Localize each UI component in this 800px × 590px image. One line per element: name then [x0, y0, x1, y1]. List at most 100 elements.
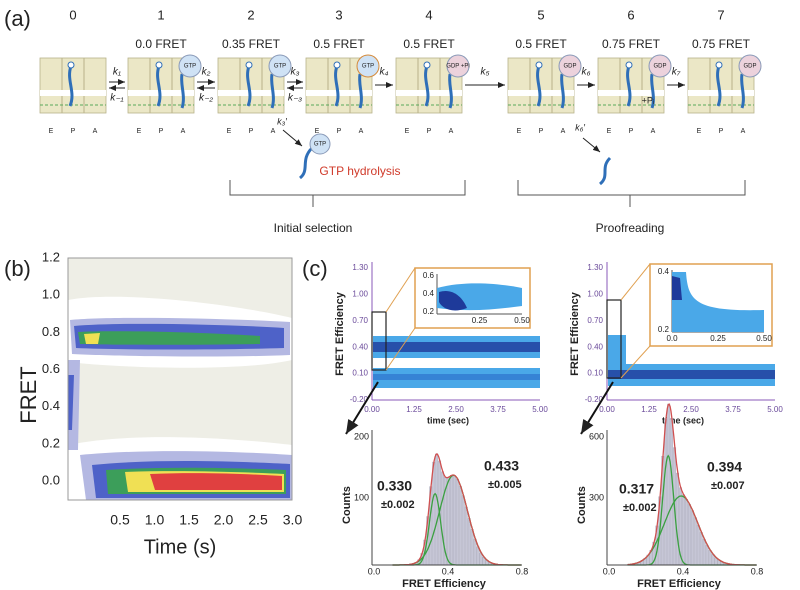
trna-end — [625, 61, 633, 69]
site-label: A — [561, 128, 566, 135]
x-tick-label: 3.0 — [283, 512, 303, 528]
inset-y-tick-label: 0.2 — [423, 307, 435, 316]
x-tick-label: 1.25 — [406, 405, 422, 414]
zoom-guide — [385, 327, 416, 371]
x-tick-label: 2.50 — [683, 405, 699, 414]
x-axis-label: FRET Efficiency — [402, 578, 487, 590]
p-site-trna — [626, 65, 632, 107]
trna-end — [715, 61, 723, 69]
y-axis-label: FRET Efficiency — [569, 291, 581, 376]
ef-tu — [648, 54, 672, 78]
site-label: A — [359, 128, 364, 135]
y-axis-label: Counts — [341, 486, 353, 524]
histogram-bar — [705, 544, 709, 566]
p-site-trna — [156, 65, 162, 107]
zoom-guide — [620, 263, 651, 301]
fret-label: 0.75 FRET — [692, 37, 751, 51]
inset-y-tick-label: 0.6 — [423, 271, 435, 280]
site-label: P — [427, 128, 432, 135]
x-tick-label: 3.75 — [725, 405, 741, 414]
y-tick-label: 0.40 — [352, 342, 368, 351]
panel-label: (b) — [4, 256, 31, 281]
y-tick-label: 200 — [354, 431, 369, 441]
release-note: +Pᵢ — [642, 95, 655, 105]
peak-error: ±0.002 — [623, 502, 657, 514]
y-tick-label: 100 — [354, 492, 369, 502]
a-site-trna — [358, 73, 363, 109]
y-axis-label: Counts — [576, 486, 588, 524]
y-tick-label: 0.70 — [352, 316, 368, 325]
p-site-trna — [246, 65, 252, 107]
trna-end — [333, 61, 341, 69]
histogram-bar — [464, 506, 468, 566]
zoom-guide — [620, 345, 651, 379]
tag-label: GDP — [743, 64, 756, 70]
trace-band — [373, 374, 540, 380]
histogram-bar — [702, 538, 706, 566]
peak-value: 0.433 — [484, 458, 519, 474]
density-level-5 — [150, 473, 282, 490]
phase-label: Proofreading — [596, 221, 665, 235]
histogram-bar — [450, 475, 453, 566]
y-tick-label: 1.2 — [42, 249, 60, 264]
peak-error: ±0.005 — [488, 479, 522, 491]
x-axis-label: time (sec) — [427, 415, 469, 425]
y-axis-label: FRET Efficiency — [334, 291, 346, 376]
rate-label: k₅ — [480, 67, 489, 78]
site-label: A — [93, 128, 98, 135]
site-label: E — [405, 128, 410, 135]
trna-end — [245, 61, 253, 69]
fret-label: 0.5 FRET — [403, 37, 455, 51]
rate-label: k₆′ — [575, 122, 585, 132]
site-label: A — [181, 128, 186, 135]
site-label: E — [137, 128, 142, 135]
histogram-bar — [690, 510, 694, 566]
panel-label: (c) — [302, 256, 328, 281]
x-tick-label: 5.00 — [532, 405, 548, 414]
p-site-trna — [68, 65, 74, 107]
histogram-bar — [699, 532, 703, 566]
histogram-bar — [467, 518, 471, 566]
zoom-box — [371, 311, 387, 371]
x-tick-label: 1.5 — [179, 512, 199, 528]
state-number: 2 — [247, 7, 254, 22]
y-tick-label: 0.0 — [42, 473, 60, 488]
rejected-trna — [598, 156, 612, 186]
histogram-bar — [455, 478, 459, 566]
inset-y-tick-label: 0.4 — [658, 267, 670, 276]
site-label: P — [249, 128, 254, 135]
site-label: A — [271, 128, 276, 135]
site-label: E — [607, 128, 612, 135]
tag-label: GTP — [274, 64, 286, 70]
site-label: E — [227, 128, 232, 135]
inset-x-tick-label: 0.50 — [756, 334, 772, 343]
x-tick-label: 0.00 — [599, 405, 615, 414]
site-label: P — [159, 128, 164, 135]
y-tick-label: 0.70 — [587, 316, 603, 325]
y-tick-label: 300 — [589, 492, 604, 502]
hydrolysis-label: GTP hydrolysis — [319, 164, 400, 178]
rate-label: k₃ — [291, 67, 300, 78]
state-number: 7 — [717, 7, 724, 22]
x-tick-label: 2.0 — [214, 512, 234, 528]
inset-y-tick-label: 0.4 — [423, 289, 435, 298]
x-tick-label: 0.8 — [516, 566, 529, 576]
rate-label: k₂ — [202, 67, 211, 78]
trna-end — [155, 61, 163, 69]
site-label: P — [71, 128, 76, 135]
tag-label: GDP — [563, 64, 576, 70]
a-site-trna — [560, 73, 565, 109]
a-site-trna — [180, 73, 185, 109]
inset-x-tick-label: 0.50 — [514, 316, 530, 325]
site-label: A — [651, 128, 656, 135]
plot-frame — [67, 257, 293, 501]
pointer-arrow — [345, 381, 379, 435]
x-tick-label: 0.0 — [368, 566, 381, 576]
inset-density — [439, 290, 467, 311]
a-site-trna — [740, 73, 745, 109]
fret-label: 0.5 FRET — [515, 37, 567, 51]
inset-y-tick-label: 0.2 — [658, 325, 670, 334]
rejected-trna — [298, 146, 314, 180]
histogram-bar — [667, 403, 671, 566]
trna-end — [67, 61, 75, 69]
